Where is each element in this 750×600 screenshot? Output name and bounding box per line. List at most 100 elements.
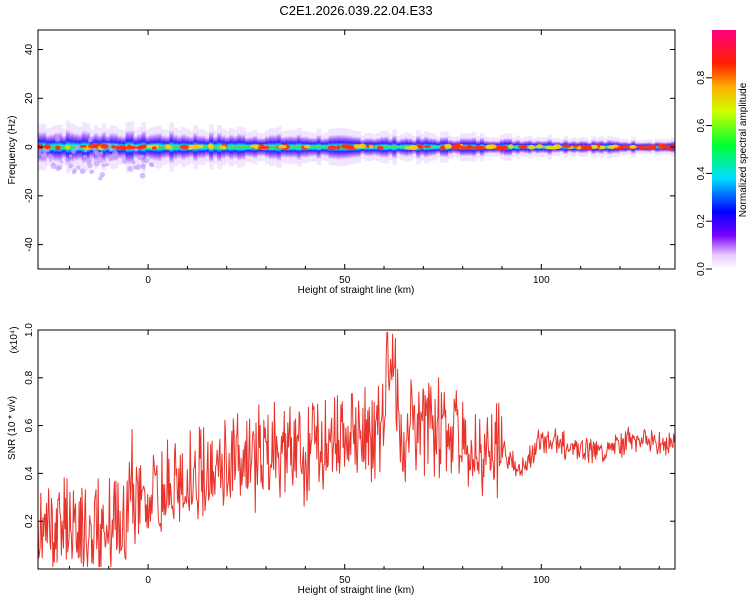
spectrogram-ticks: 0 50 100 -40 -20 0 20 40 xyxy=(24,30,675,286)
spectrogram-peak xyxy=(117,145,127,150)
spectrogram-band-cell xyxy=(655,141,660,153)
spectrogram-speckle xyxy=(143,157,150,164)
spectrogram-speckle xyxy=(41,152,47,159)
spectrogram-band-cell xyxy=(392,135,397,159)
spectrogram-ytick-label: -20 xyxy=(24,188,35,203)
spectrogram-band-cell xyxy=(324,137,330,157)
spectrogram-peak xyxy=(368,144,374,149)
spectrogram-band-cell xyxy=(320,138,326,156)
spectrogram-peak xyxy=(88,143,96,149)
spectrogram-band-cell xyxy=(268,134,274,160)
figure-title: C2E1.2026.039.22.04.E33 xyxy=(279,3,432,18)
snr-xtick-label: 50 xyxy=(339,575,351,586)
spectrogram-axes-frame xyxy=(37,29,676,270)
spectrogram-speckle xyxy=(105,163,109,167)
spectrogram-peak xyxy=(508,144,514,149)
spectrogram-peak xyxy=(327,145,338,151)
spectrogram-peak xyxy=(191,144,202,149)
spectrogram-ytick-label: 40 xyxy=(24,44,35,56)
spectrogram-peak xyxy=(439,145,446,151)
colorbar-gradient xyxy=(712,30,736,269)
spectrogram-band-cell xyxy=(436,139,441,155)
spectrogram-band-cell xyxy=(241,134,246,161)
spectrogram-band-cell xyxy=(49,133,55,161)
spectrogram-peak xyxy=(111,144,116,149)
spectrogram-band-cell xyxy=(233,135,238,159)
spectrogram-speckle xyxy=(72,168,78,173)
spectrogram-band-cell xyxy=(515,139,521,155)
spectrogram-speckle xyxy=(127,166,133,172)
spectrogram-speckle xyxy=(55,166,61,172)
snr-ytick-label: 1.0 xyxy=(24,323,35,337)
snr-ytick-label: 0.4 xyxy=(24,466,35,480)
spectrogram-peak xyxy=(499,145,508,150)
spectrogram-band-cell xyxy=(312,137,318,157)
spectrogram-ytick-label: 0 xyxy=(24,144,35,150)
spectrogram-peak xyxy=(126,144,133,150)
spectrogram-xlabel: Height of straight line (km) xyxy=(298,285,415,296)
spectrogram-speckle xyxy=(60,160,64,164)
colorbar-tick-label: 0.2 xyxy=(696,214,707,228)
colorbar-tick-label: 0.0 xyxy=(696,262,707,276)
spectrogram-speckle xyxy=(137,154,144,161)
spectrogram-speckle xyxy=(130,158,135,163)
spectrogram-band-cell xyxy=(205,136,210,158)
spectrogram-xtick-label: 100 xyxy=(533,275,550,286)
spectrogram-peak xyxy=(136,146,145,150)
spectrogram-peak xyxy=(64,144,71,150)
spectrogram-band-cell xyxy=(61,135,67,160)
spectrogram-speckle xyxy=(121,159,127,165)
spectrogram-speckle xyxy=(150,163,154,168)
spectrogram-band-cell xyxy=(308,137,314,157)
spectrogram-peak xyxy=(580,144,586,150)
spectrogram-peak xyxy=(303,144,311,149)
spectrogram-peak xyxy=(572,144,579,148)
spectrogram-peak xyxy=(165,145,173,150)
spectrogram-band-cell xyxy=(201,135,206,159)
spectrogram-speckle xyxy=(107,154,114,161)
spectrogram-speckle xyxy=(140,163,146,170)
colorbar-label: Normalized spectral amplitude xyxy=(738,82,749,217)
spectrogram-speckle xyxy=(93,160,100,167)
snr-multiplier-label: (x10⁴) xyxy=(9,326,20,353)
snr-series-line xyxy=(38,331,675,568)
spectrogram-peak xyxy=(465,145,475,150)
spectrogram-band-cell xyxy=(292,136,298,159)
spectrogram-ytick-label: 20 xyxy=(24,92,35,104)
spectrogram-speckle xyxy=(86,161,91,166)
spectrogram-peak xyxy=(488,144,493,150)
spectrogram-speckle xyxy=(132,161,136,165)
spectrogram-peak xyxy=(376,145,384,150)
spectrogram-band-cell xyxy=(388,138,393,156)
spectrogram-speckle xyxy=(84,149,88,153)
spectrogram-band-cell xyxy=(288,135,294,159)
spectrogram-band-cell xyxy=(245,137,250,158)
spectrogram-speckle xyxy=(74,144,80,151)
spectrogram-band-cell xyxy=(229,134,234,160)
spectrogram-speckle xyxy=(89,170,93,174)
spectrogram-speckle xyxy=(99,151,104,156)
spectrogram-band-cell xyxy=(559,141,565,153)
spectrogram-peak xyxy=(611,144,619,148)
spectrogram-band-cell xyxy=(161,135,166,160)
spectrogram-xtick-label: 50 xyxy=(339,275,351,286)
spectrogram-band-cell xyxy=(177,135,182,159)
spectrogram-speckle xyxy=(50,163,57,169)
spectrogram-speckle xyxy=(92,149,98,154)
spectrogram-speckle xyxy=(68,154,73,158)
spectrogram-band-cell xyxy=(603,141,608,153)
spectrogram-peak xyxy=(453,143,462,149)
snr-xlabel: Height of straight line (km) xyxy=(298,585,415,596)
spectrogram-speckle xyxy=(109,147,114,152)
spectrogram-peak xyxy=(100,143,109,149)
spectrogram-band-cell xyxy=(400,138,405,156)
spectrogram-speckle xyxy=(101,163,106,168)
spectrogram-speckle xyxy=(99,171,106,178)
colorbar-ticks: 0.0 0.2 0.4 0.6 0.8 xyxy=(696,70,712,276)
spectrogram-speckle xyxy=(71,148,77,154)
spectrogram-ylabel: Frequency (Hz) xyxy=(7,116,18,185)
spectrogram-speckle xyxy=(68,163,74,169)
spectrogram-band-cell xyxy=(225,136,230,158)
spectrogram-speckle xyxy=(48,153,52,157)
